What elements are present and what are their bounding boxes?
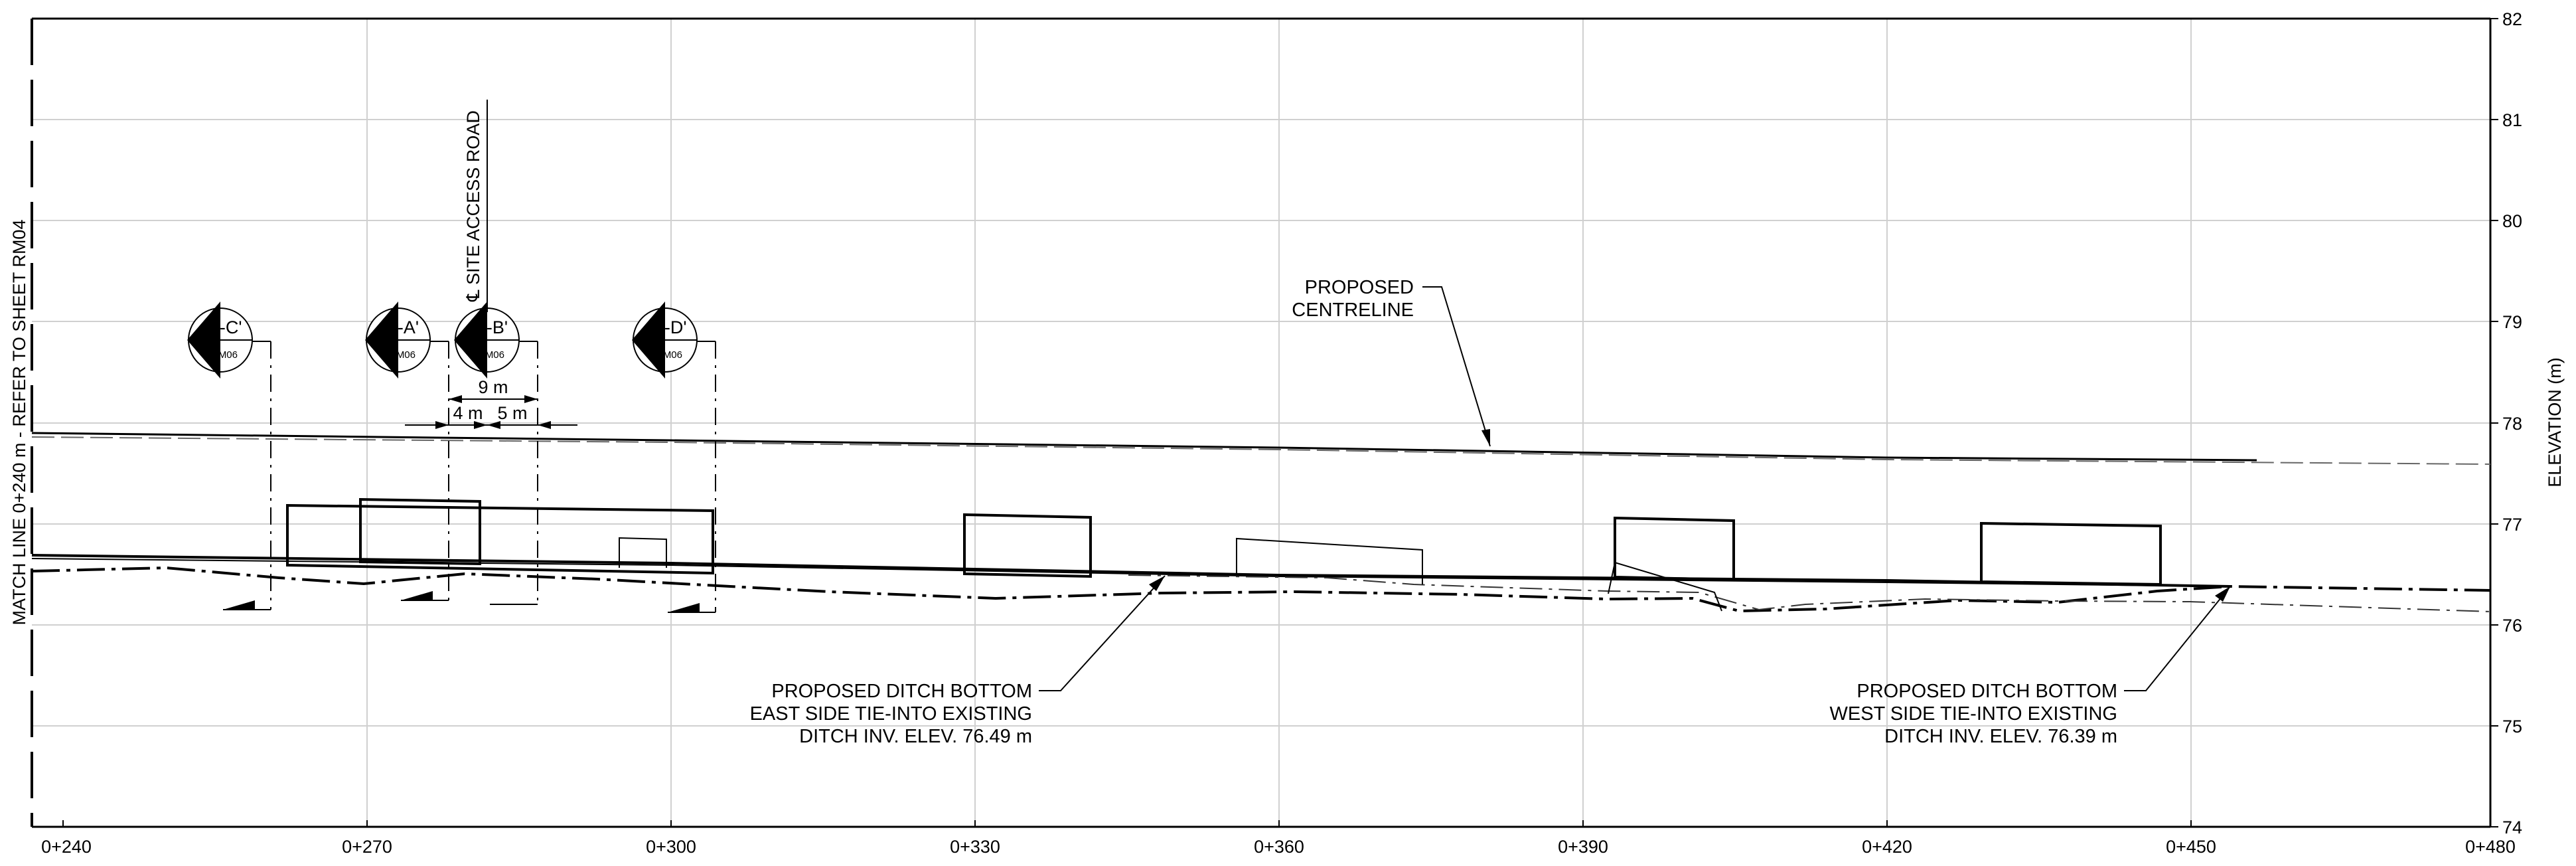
station-label: 0+330 (950, 837, 1000, 857)
station-label: 0+360 (1254, 837, 1304, 857)
section-label: A-A' (386, 317, 419, 337)
elevation-label: 76 (2502, 616, 2522, 636)
match-line-label: MATCH LINE 0+240 m - REFER TO SHEET RM04 (9, 220, 29, 626)
elevation-label: 80 (2502, 211, 2522, 231)
station-label: 0+420 (1862, 837, 1912, 857)
y-axis-title: ELEVATION (m) (2545, 357, 2565, 487)
section-label: B-B' (475, 317, 508, 337)
elevation-label: 82 (2502, 9, 2522, 29)
station-label: 0+300 (646, 837, 696, 857)
callout-line: PROPOSED DITCH BOTTOM (1856, 681, 2117, 702)
station-label: 0+390 (1558, 837, 1608, 857)
section-marker-a: A-A' RM06 (365, 302, 449, 601)
callout-line: CENTRELINE (1292, 300, 1414, 321)
callout-line: PROPOSED (1305, 277, 1414, 298)
dimensions (405, 395, 577, 429)
elevation-label: 74 (2502, 818, 2522, 837)
dimension-right: 5 m (497, 403, 527, 423)
elevation-label: 78 (2502, 414, 2522, 434)
centreline-profile (31, 432, 2491, 465)
dimension-total: 9 m (478, 377, 508, 397)
centreline-callout: PROPOSED CENTRELINE (1292, 277, 1491, 447)
axis-ticks (62, 18, 2498, 827)
west-ditch-callout: PROPOSED DITCH BOTTOM WEST SIDE TIE-INTO… (1830, 586, 2231, 747)
callout-line: EAST SIDE TIE-INTO EXISTING (750, 703, 1032, 725)
station-label: 0+270 (342, 837, 392, 857)
section-label: C-C' (206, 317, 242, 337)
section-marker-c: C-C' RM06 (187, 302, 271, 610)
station-labels: 0+240 0+270 0+300 0+330 0+360 0+390 0+42… (41, 837, 2516, 857)
callout-line: WEST SIDE TIE-INTO EXISTING (1830, 703, 2117, 725)
section-marker-d: D-D' RM06 (632, 302, 716, 613)
elevation-label: 75 (2502, 717, 2522, 736)
elevation-label: 77 (2502, 515, 2522, 535)
structures (286, 497, 2162, 612)
elevation-label: 79 (2502, 312, 2522, 332)
section-sheet: RM06 (389, 349, 416, 361)
east-ditch-callout: PROPOSED DITCH BOTTOM EAST SIDE TIE-INTO… (750, 575, 1166, 747)
section-marker-b: B-B' RM06 (454, 302, 538, 605)
elevation-label: 81 (2502, 110, 2522, 130)
section-sheet: RM06 (211, 349, 238, 361)
station-label: 0+240 (41, 837, 92, 857)
station-label: 0+450 (2166, 837, 2216, 857)
callout-line: PROPOSED DITCH BOTTOM (771, 681, 1032, 702)
callout-line: DITCH INV. ELEV. 76.49 m (799, 726, 1032, 747)
section-label: D-D' (651, 317, 686, 337)
dimension-left: 4 m (453, 403, 483, 423)
grid (32, 19, 2490, 827)
access-road-label: ℄ SITE ACCESS ROAD (463, 110, 483, 302)
elevation-labels: 82 81 80 79 78 77 76 75 74 (2502, 9, 2522, 837)
section-sheet: RM06 (656, 349, 682, 361)
station-label: 0+480 (2465, 837, 2516, 857)
section-sheet: RM06 (478, 349, 504, 361)
callout-line: DITCH INV. ELEV. 76.39 m (1884, 726, 2117, 747)
access-road-marker: ℄ SITE ACCESS ROAD (463, 100, 488, 312)
